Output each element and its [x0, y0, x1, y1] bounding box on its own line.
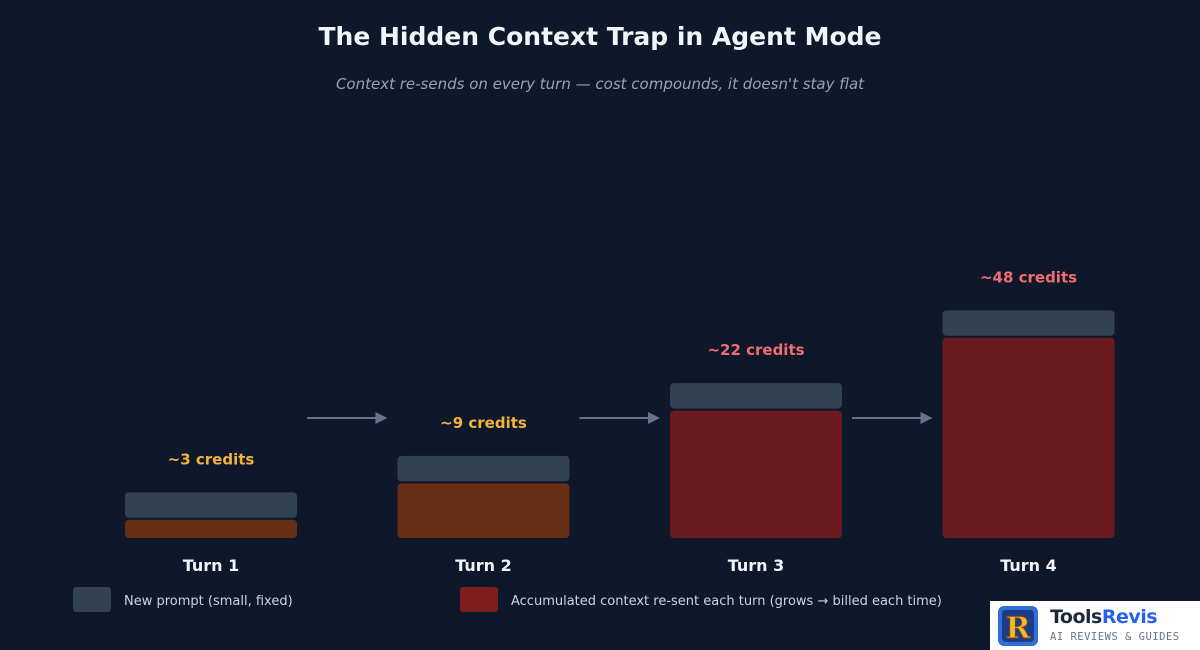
data-label-turn-1: ~3 credits — [168, 450, 255, 468]
bars-layer — [125, 310, 1115, 538]
bar-context-turn-3 — [670, 410, 842, 538]
brand-name-part1: Tools — [1050, 606, 1102, 628]
data-label-turn-2: ~9 credits — [440, 414, 527, 432]
category-label-turn-4: Turn 4 — [1000, 556, 1057, 575]
bar-new-prompt-turn-4 — [942, 310, 1115, 336]
bar-context-turn-1 — [125, 519, 297, 538]
brand-logo: R ToolsRevis AI REVIEWS & GUIDES — [990, 601, 1200, 650]
category-label-turn-1: Turn 1 — [183, 556, 240, 575]
data-label-turn-3: ~22 credits — [707, 341, 804, 359]
arrows-layer — [307, 412, 933, 424]
brand-badge-icon: R — [998, 606, 1038, 647]
data-label-turn-4: ~48 credits — [980, 268, 1077, 286]
bar-context-turn-2 — [397, 483, 570, 538]
arrow-icon-1 — [307, 412, 388, 424]
legend: New prompt (small, fixed) Accumulated co… — [73, 587, 942, 612]
legend-label-context: Accumulated context re-sent each turn (g… — [511, 594, 942, 609]
brand-name: ToolsRevis — [1050, 606, 1158, 628]
chart-title: The Hidden Context Trap in Agent Mode — [319, 22, 882, 51]
bar-new-prompt-turn-3 — [670, 383, 842, 409]
arrow-icon-3 — [852, 412, 933, 424]
labels-layer: ~3 credits Turn 1 ~9 credits Turn 2 ~22 cred… — [168, 268, 1077, 575]
legend-swatch-new-prompt — [73, 587, 111, 612]
bar-context-turn-4 — [942, 337, 1115, 538]
brand-badge-letter: R — [1006, 611, 1032, 646]
legend-label-new-prompt: New prompt (small, fixed) — [124, 594, 293, 609]
arrow-icon-2 — [579, 412, 660, 424]
brand-tagline: AI REVIEWS & GUIDES — [1050, 631, 1180, 643]
bar-new-prompt-turn-2 — [397, 455, 570, 482]
brand-name-part2: Revis — [1101, 606, 1158, 628]
chart-subtitle: Context re-sends on every turn — cost co… — [336, 75, 865, 93]
category-label-turn-2: Turn 2 — [455, 556, 512, 575]
category-label-turn-3: Turn 3 — [728, 556, 785, 575]
legend-swatch-context — [460, 587, 498, 612]
bar-new-prompt-turn-1 — [125, 492, 297, 518]
